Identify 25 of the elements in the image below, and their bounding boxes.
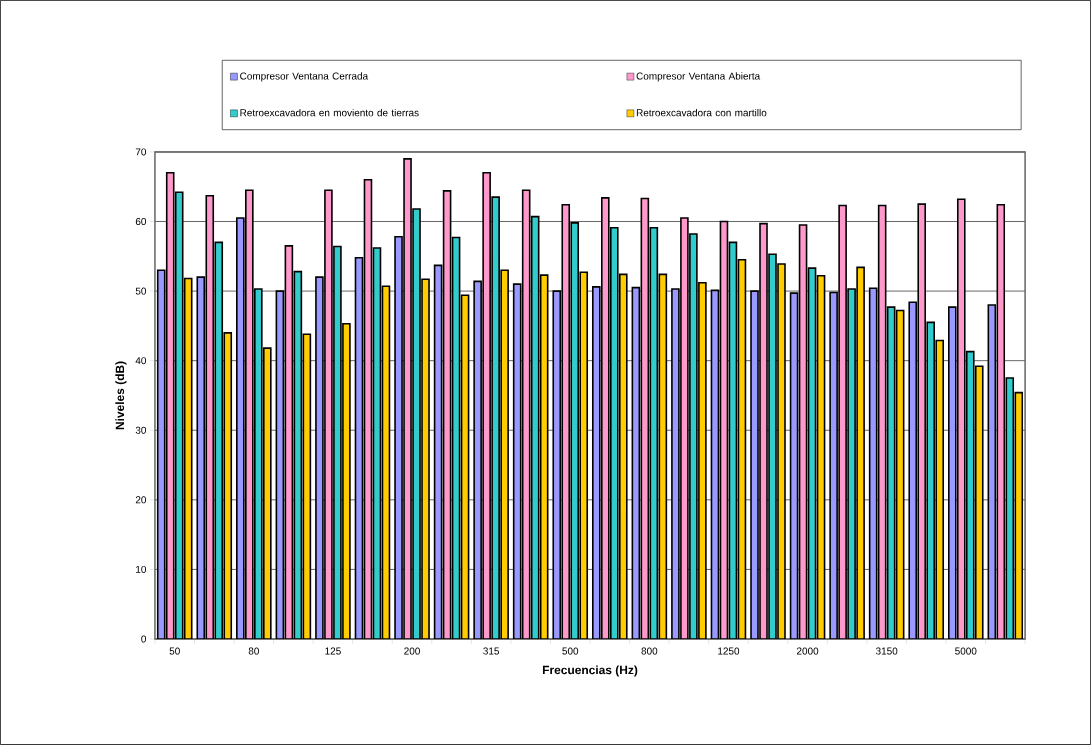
y-tick-label: 40 bbox=[135, 357, 147, 365]
y-tick-label: 0 bbox=[141, 635, 147, 643]
x-tick-label: 800 bbox=[641, 647, 658, 655]
x-tick-label: 200 bbox=[404, 647, 420, 655]
y-axis-title: Niveles (dB) bbox=[115, 361, 127, 430]
y-tick-label: 10 bbox=[136, 565, 147, 573]
y-tick-label: 50 bbox=[135, 287, 147, 295]
legend-label: Compresor Ventana Cerrada bbox=[240, 72, 369, 82]
x-tick-label: 50 bbox=[169, 647, 180, 655]
x-tick-label: 315 bbox=[483, 647, 500, 655]
legend-label: Retroexcavadora en moviento de tierras bbox=[240, 109, 419, 117]
x-axis-title: Frecuencias (Hz) bbox=[542, 665, 638, 677]
y-tick-label: 20 bbox=[135, 496, 147, 504]
y-tick-label: 30 bbox=[135, 426, 147, 434]
x-tick-label: 1250 bbox=[718, 647, 740, 655]
x-tick-label: 3150 bbox=[875, 647, 898, 655]
x-tick-label: 2000 bbox=[796, 647, 819, 655]
legend-label: Compresor Ventana Abierta bbox=[636, 72, 761, 82]
x-tick-label: 5000 bbox=[955, 647, 977, 655]
y-tick-label: 60 bbox=[135, 218, 147, 226]
x-tick-label: 125 bbox=[325, 647, 341, 655]
x-tick-label: 500 bbox=[562, 647, 579, 655]
legend-label: Retroexcavadora con martillo bbox=[636, 109, 767, 117]
x-tick-label: 80 bbox=[248, 647, 259, 655]
y-tick-label: 70 bbox=[135, 148, 147, 156]
